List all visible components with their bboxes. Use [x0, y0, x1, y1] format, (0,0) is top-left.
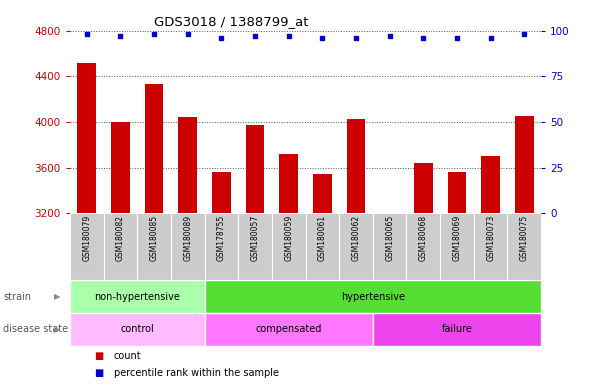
Bar [70, 213, 103, 280]
Bar [204, 313, 373, 346]
Bar [204, 280, 541, 313]
Bar [339, 213, 373, 280]
Bar [447, 172, 466, 213]
Bar [508, 213, 541, 280]
Text: count: count [114, 351, 141, 361]
Bar [305, 213, 339, 280]
Text: control: control [120, 324, 154, 334]
Bar [171, 213, 204, 280]
Bar [272, 213, 305, 280]
Bar [238, 213, 272, 280]
Bar [482, 156, 500, 213]
Text: ■: ■ [94, 368, 103, 378]
Bar [145, 84, 164, 213]
Bar [474, 213, 508, 280]
Text: GSM178755: GSM178755 [217, 215, 226, 262]
Bar [373, 313, 541, 346]
Bar [440, 213, 474, 280]
Text: GSM180079: GSM180079 [82, 215, 91, 262]
Bar [70, 313, 204, 346]
Text: percentile rank within the sample: percentile rank within the sample [114, 368, 278, 378]
Text: GSM180073: GSM180073 [486, 215, 495, 262]
Bar [414, 163, 432, 213]
Text: GSM180089: GSM180089 [183, 215, 192, 261]
Text: GDS3018 / 1388799_at: GDS3018 / 1388799_at [154, 15, 308, 28]
Bar [373, 213, 407, 280]
Bar [137, 213, 171, 280]
Text: GSM180059: GSM180059 [284, 215, 293, 262]
Text: GSM180062: GSM180062 [351, 215, 361, 261]
Text: disease state: disease state [3, 324, 68, 334]
Text: GSM180061: GSM180061 [318, 215, 327, 261]
Text: GSM180082: GSM180082 [116, 215, 125, 261]
Bar [70, 280, 204, 313]
Bar [407, 213, 440, 280]
Text: compensated: compensated [255, 324, 322, 334]
Text: ▶: ▶ [54, 292, 61, 301]
Bar [246, 125, 264, 213]
Text: GSM180075: GSM180075 [520, 215, 529, 262]
Text: failure: failure [441, 324, 472, 334]
Bar [179, 118, 197, 213]
Text: strain: strain [3, 291, 31, 302]
Bar [515, 116, 534, 213]
Bar [111, 122, 130, 213]
Text: GSM180069: GSM180069 [452, 215, 461, 262]
Bar [77, 63, 96, 213]
Text: ■: ■ [94, 351, 103, 361]
Bar [103, 213, 137, 280]
Text: hypertensive: hypertensive [341, 291, 405, 302]
Text: GSM180085: GSM180085 [150, 215, 159, 261]
Bar [204, 213, 238, 280]
Bar [347, 119, 365, 213]
Text: GSM180068: GSM180068 [419, 215, 428, 261]
Bar [280, 154, 298, 213]
Text: GSM180057: GSM180057 [250, 215, 260, 262]
Bar [313, 174, 331, 213]
Text: non-hypertensive: non-hypertensive [94, 291, 180, 302]
Text: GSM180065: GSM180065 [385, 215, 394, 262]
Bar [212, 172, 230, 213]
Text: ▶: ▶ [54, 325, 61, 334]
